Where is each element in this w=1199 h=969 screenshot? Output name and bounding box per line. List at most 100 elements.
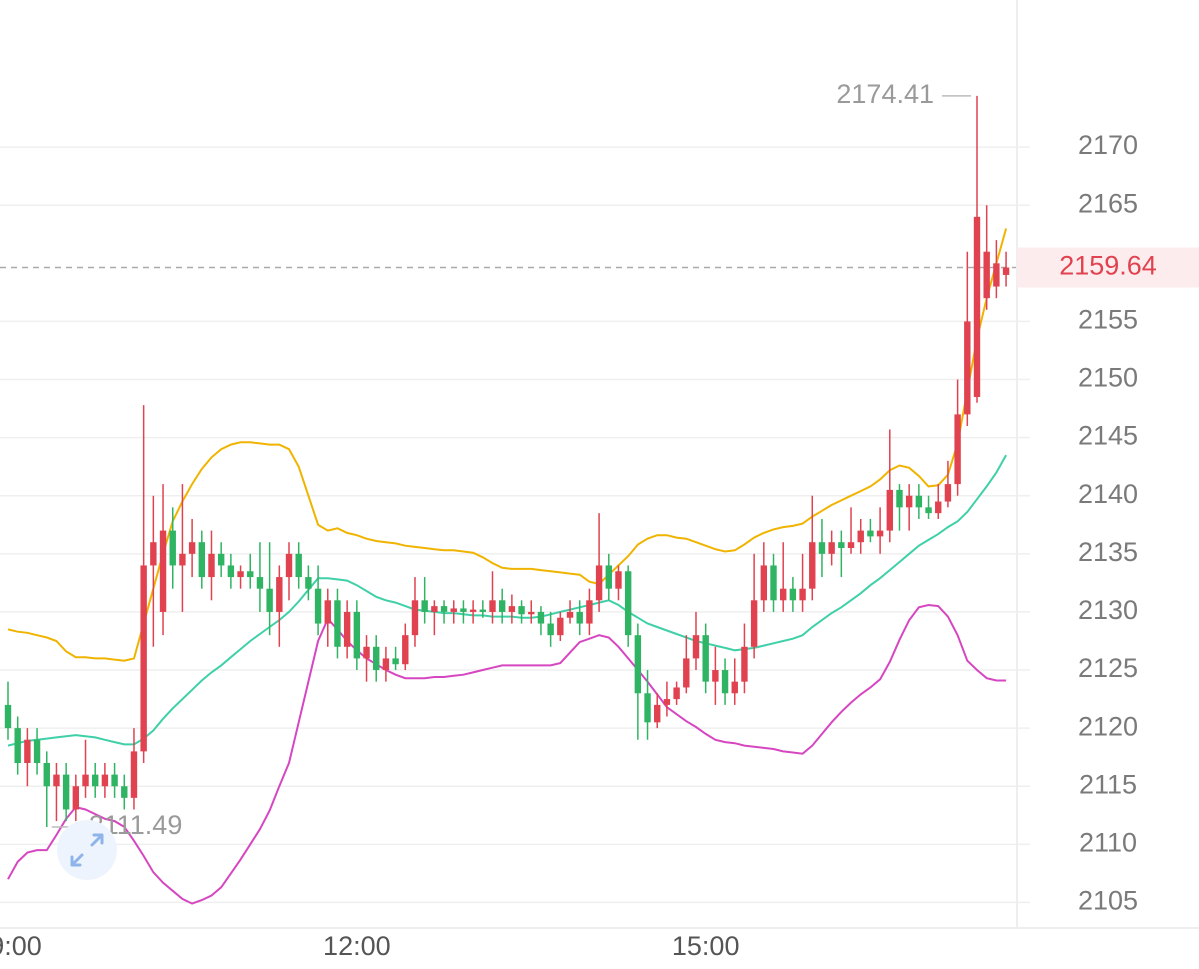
candle-body — [159, 530, 167, 612]
y-tick-label: 2130 — [1078, 595, 1138, 625]
candle-body — [101, 774, 109, 787]
candle-body — [886, 489, 893, 531]
candle-body — [343, 611, 351, 647]
candle-body — [576, 611, 583, 624]
y-tick-label: 2135 — [1078, 537, 1138, 567]
candle-body — [237, 571, 244, 578]
candle-body — [62, 774, 70, 810]
candle-body — [983, 251, 990, 299]
y-tick-label: 2150 — [1078, 363, 1138, 393]
candle-body — [528, 611, 535, 615]
y-tick-label: 2170 — [1078, 130, 1138, 160]
candle-body — [683, 658, 690, 688]
candle-body — [654, 704, 661, 723]
candle-body — [644, 693, 651, 723]
candle-body — [595, 565, 603, 601]
candle-body — [130, 751, 138, 798]
candle-body — [14, 728, 21, 763]
y-tick-label: 2110 — [1079, 827, 1137, 857]
candle-body — [547, 623, 554, 636]
candle-body — [935, 501, 942, 514]
candle-body — [402, 635, 409, 665]
candle-body — [140, 565, 147, 752]
current-price-label: 2159.64 — [1059, 251, 1157, 281]
candle-body — [72, 786, 80, 810]
band-line — [7, 603, 1007, 905]
candle-body — [760, 565, 768, 601]
x-tick-label: 09:00 — [0, 931, 42, 961]
candle-body — [731, 681, 738, 694]
candle-body — [24, 739, 31, 763]
candle-body — [285, 553, 293, 578]
candle-body — [605, 565, 612, 589]
candle-body — [111, 774, 118, 787]
candle-body — [721, 670, 729, 694]
candle-body — [770, 565, 777, 601]
candles — [4, 95, 1010, 828]
candle-body — [373, 646, 380, 671]
candle-body — [809, 542, 816, 589]
candle-body — [460, 608, 467, 612]
candle-body — [905, 495, 913, 508]
candle-body — [363, 646, 370, 659]
candle-body — [663, 699, 671, 705]
candle-body — [392, 658, 399, 665]
candle-body — [692, 635, 700, 659]
x-tick-label: 12:00 — [323, 931, 391, 961]
candle-body — [247, 571, 254, 578]
candle-body — [586, 600, 593, 624]
candle-body — [712, 670, 719, 682]
candle-body — [198, 542, 205, 578]
candle-body — [615, 571, 622, 589]
candle-body — [256, 577, 264, 589]
candle-body — [915, 495, 923, 508]
grid — [0, 146, 1030, 904]
x-tick-label: 15:00 — [672, 931, 740, 961]
candle-body — [557, 617, 564, 636]
candle-body — [518, 606, 525, 615]
candle-body — [876, 530, 884, 537]
y-tick-label: 2165 — [1078, 188, 1138, 218]
candle-body — [150, 542, 157, 566]
candle-body — [227, 565, 235, 578]
labels: 2105 2110 2115 2120 2125 2130 2135 2140 2145 2150… — [0, 79, 1199, 961]
high-label: 2174.41 — [836, 79, 934, 109]
candle-body — [33, 739, 41, 763]
candle-body — [828, 542, 835, 554]
candle-body — [411, 600, 419, 636]
candle-body — [382, 658, 390, 671]
candle-body — [750, 600, 758, 647]
candle-body — [440, 606, 448, 612]
candle-body — [121, 786, 128, 798]
candle-body — [780, 588, 787, 601]
candle-body — [896, 489, 903, 508]
y-tick-label: 2115 — [1079, 769, 1137, 799]
candle-body — [421, 600, 428, 612]
candle-body — [266, 588, 273, 612]
candle-body — [450, 608, 457, 612]
band-line — [7, 228, 1008, 662]
y-tick-label: 2120 — [1078, 711, 1138, 741]
candle-body — [353, 611, 361, 659]
candle-body — [944, 484, 952, 502]
candle-body — [169, 530, 176, 566]
zoom-icon[interactable] — [57, 820, 117, 880]
candle-body — [566, 611, 574, 618]
candle-body — [188, 542, 196, 554]
candle-body — [324, 600, 331, 624]
candle-body — [498, 600, 506, 612]
candle-body — [489, 600, 496, 612]
candle-body — [799, 588, 806, 601]
candle-body — [993, 263, 1000, 287]
candle-body — [867, 530, 874, 537]
candle-body — [208, 553, 215, 578]
candle-body — [276, 577, 283, 612]
candle-body — [954, 414, 961, 485]
y-tick-label: 2105 — [1078, 886, 1138, 916]
candle-body — [964, 321, 971, 415]
candle-body — [82, 774, 89, 787]
candle-body — [217, 553, 225, 566]
candle-body — [925, 507, 932, 514]
